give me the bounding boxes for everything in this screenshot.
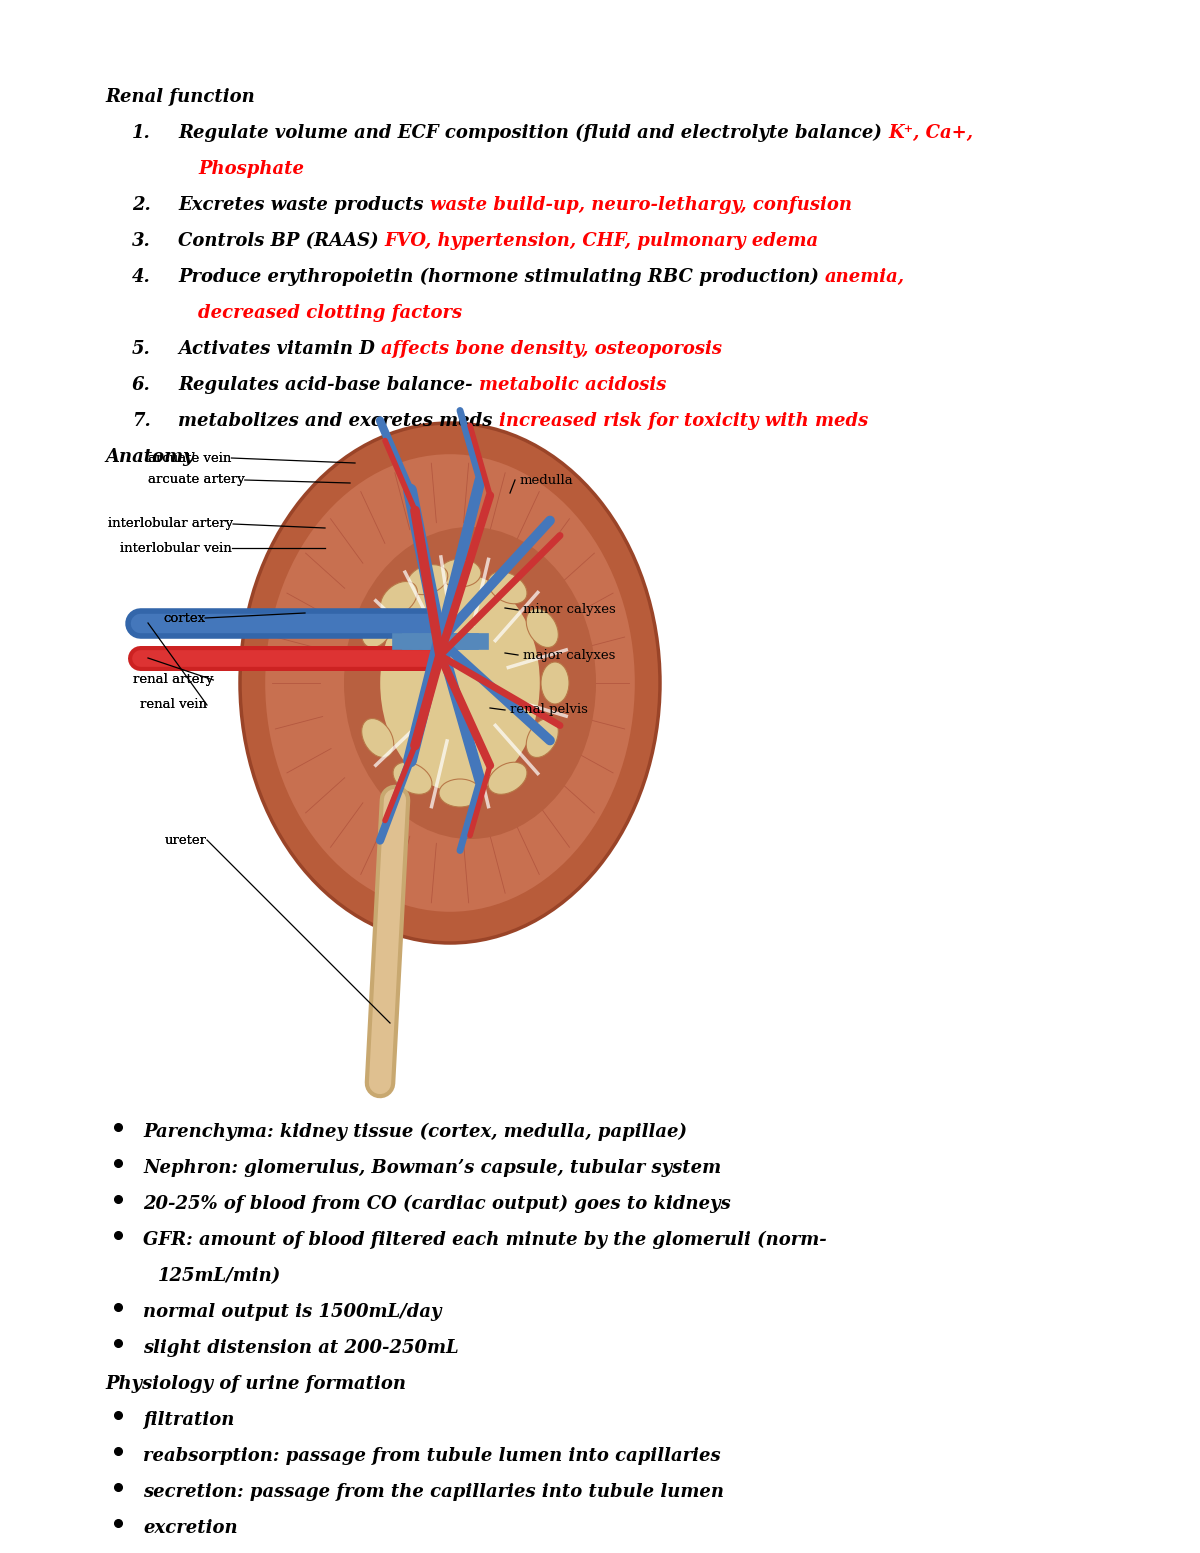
Ellipse shape	[407, 565, 448, 595]
Text: major calyxes: major calyxes	[523, 649, 616, 662]
Text: minor calyxes: minor calyxes	[523, 604, 616, 617]
Text: GFR: amount of blood filtered each minute by the glomeruli (norm-: GFR: amount of blood filtered each minut…	[143, 1232, 827, 1249]
Text: metabolic acidosis: metabolic acidosis	[479, 376, 666, 394]
Text: cortex: cortex	[163, 612, 205, 624]
Text: metabolizes and excretes meds: metabolizes and excretes meds	[178, 412, 499, 430]
Text: renal vein: renal vein	[140, 699, 208, 711]
Ellipse shape	[439, 780, 481, 808]
Text: K⁺, Ca+,: K⁺, Ca+,	[888, 124, 973, 141]
Text: 7.: 7.	[132, 412, 151, 430]
Text: Phosphate: Phosphate	[198, 160, 304, 179]
Text: ureter: ureter	[166, 834, 208, 846]
Text: slight distension at 200-250mL: slight distension at 200-250mL	[143, 1339, 458, 1357]
Text: Excretes waste products: Excretes waste products	[178, 196, 430, 214]
Text: Controls BP (RAAS): Controls BP (RAAS)	[178, 231, 385, 250]
Text: Anatomy: Anatomy	[106, 447, 193, 466]
Text: Produce erythropoietin (hormone stimulating RBC production): Produce erythropoietin (hormone stimulat…	[178, 269, 826, 286]
Text: arcuate artery: arcuate artery	[148, 474, 245, 486]
Text: increased risk for toxicity with meds: increased risk for toxicity with meds	[499, 412, 868, 430]
Text: normal output is 1500mL/day: normal output is 1500mL/day	[143, 1303, 442, 1322]
Text: arcuate artery: arcuate artery	[148, 474, 245, 486]
Text: renal vein: renal vein	[140, 699, 208, 711]
Ellipse shape	[240, 422, 660, 943]
Text: anemia,: anemia,	[826, 269, 905, 286]
Text: renal artery: renal artery	[133, 674, 214, 686]
Text: waste build-up, neuro-lethargy, confusion: waste build-up, neuro-lethargy, confusio…	[430, 196, 852, 214]
Text: 20-25% of blood from CO (cardiac output) goes to kidneys: 20-25% of blood from CO (cardiac output)…	[143, 1194, 731, 1213]
Text: renal pelvis: renal pelvis	[510, 704, 588, 716]
Ellipse shape	[361, 719, 394, 758]
Text: affects bone density, osteoporosis: affects bone density, osteoporosis	[382, 340, 722, 359]
Text: interlobular vein: interlobular vein	[120, 542, 232, 554]
Text: 125mL/min): 125mL/min)	[158, 1267, 281, 1284]
Text: Physiology of urine formation: Physiology of urine formation	[106, 1374, 406, 1393]
Text: interlobular artery: interlobular artery	[108, 517, 233, 531]
Text: Nephron: glomerulus, Bowman’s capsule, tubular system: Nephron: glomerulus, Bowman’s capsule, t…	[143, 1159, 721, 1177]
Text: secretion: passage from the capillaries into tubule lumen: secretion: passage from the capillaries …	[143, 1483, 724, 1502]
Text: interlobular vein: interlobular vein	[120, 542, 232, 554]
Ellipse shape	[488, 572, 527, 604]
Text: decreased clotting factors: decreased clotting factors	[198, 304, 462, 321]
Text: interlobular artery: interlobular artery	[108, 517, 233, 531]
Ellipse shape	[527, 719, 558, 758]
Text: medulla: medulla	[520, 474, 574, 486]
Ellipse shape	[394, 763, 432, 794]
Ellipse shape	[265, 453, 635, 912]
Text: excretion: excretion	[143, 1519, 238, 1537]
Text: renal artery: renal artery	[133, 674, 214, 686]
Ellipse shape	[541, 662, 569, 704]
Text: cortex: cortex	[163, 612, 205, 624]
Ellipse shape	[527, 609, 558, 648]
Text: 2.: 2.	[132, 196, 151, 214]
Text: Regulate volume and ECF composition (fluid and electrolyte balance): Regulate volume and ECF composition (flu…	[178, 124, 888, 143]
Ellipse shape	[361, 609, 394, 648]
Text: ureter: ureter	[166, 834, 208, 846]
Text: arcuate vein: arcuate vein	[148, 452, 232, 464]
Text: 4.: 4.	[132, 269, 151, 286]
Text: FVO, hypertension, CHF, pulmonary edema: FVO, hypertension, CHF, pulmonary edema	[385, 231, 818, 250]
Ellipse shape	[380, 573, 540, 792]
Text: Regulates acid-base balance-: Regulates acid-base balance-	[178, 376, 479, 394]
Text: Activates vitamin D: Activates vitamin D	[178, 340, 382, 359]
Ellipse shape	[488, 763, 527, 794]
Text: 3.: 3.	[132, 231, 151, 250]
Text: reabsorption: passage from tubule lumen into capillaries: reabsorption: passage from tubule lumen …	[143, 1447, 721, 1464]
Ellipse shape	[380, 581, 418, 617]
Text: 6.: 6.	[132, 376, 151, 394]
Ellipse shape	[439, 559, 481, 587]
Ellipse shape	[344, 526, 596, 839]
Text: 5.: 5.	[132, 340, 151, 359]
Text: 1.: 1.	[132, 124, 151, 141]
Text: Parenchyma: kidney tissue (cortex, medulla, papillae): Parenchyma: kidney tissue (cortex, medul…	[143, 1123, 686, 1141]
Text: filtration: filtration	[143, 1412, 234, 1429]
Text: Renal function: Renal function	[106, 89, 254, 106]
Text: arcuate vein: arcuate vein	[148, 452, 232, 464]
